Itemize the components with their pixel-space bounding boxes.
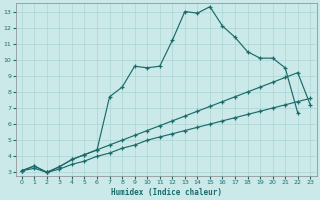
X-axis label: Humidex (Indice chaleur): Humidex (Indice chaleur) — [110, 188, 221, 197]
